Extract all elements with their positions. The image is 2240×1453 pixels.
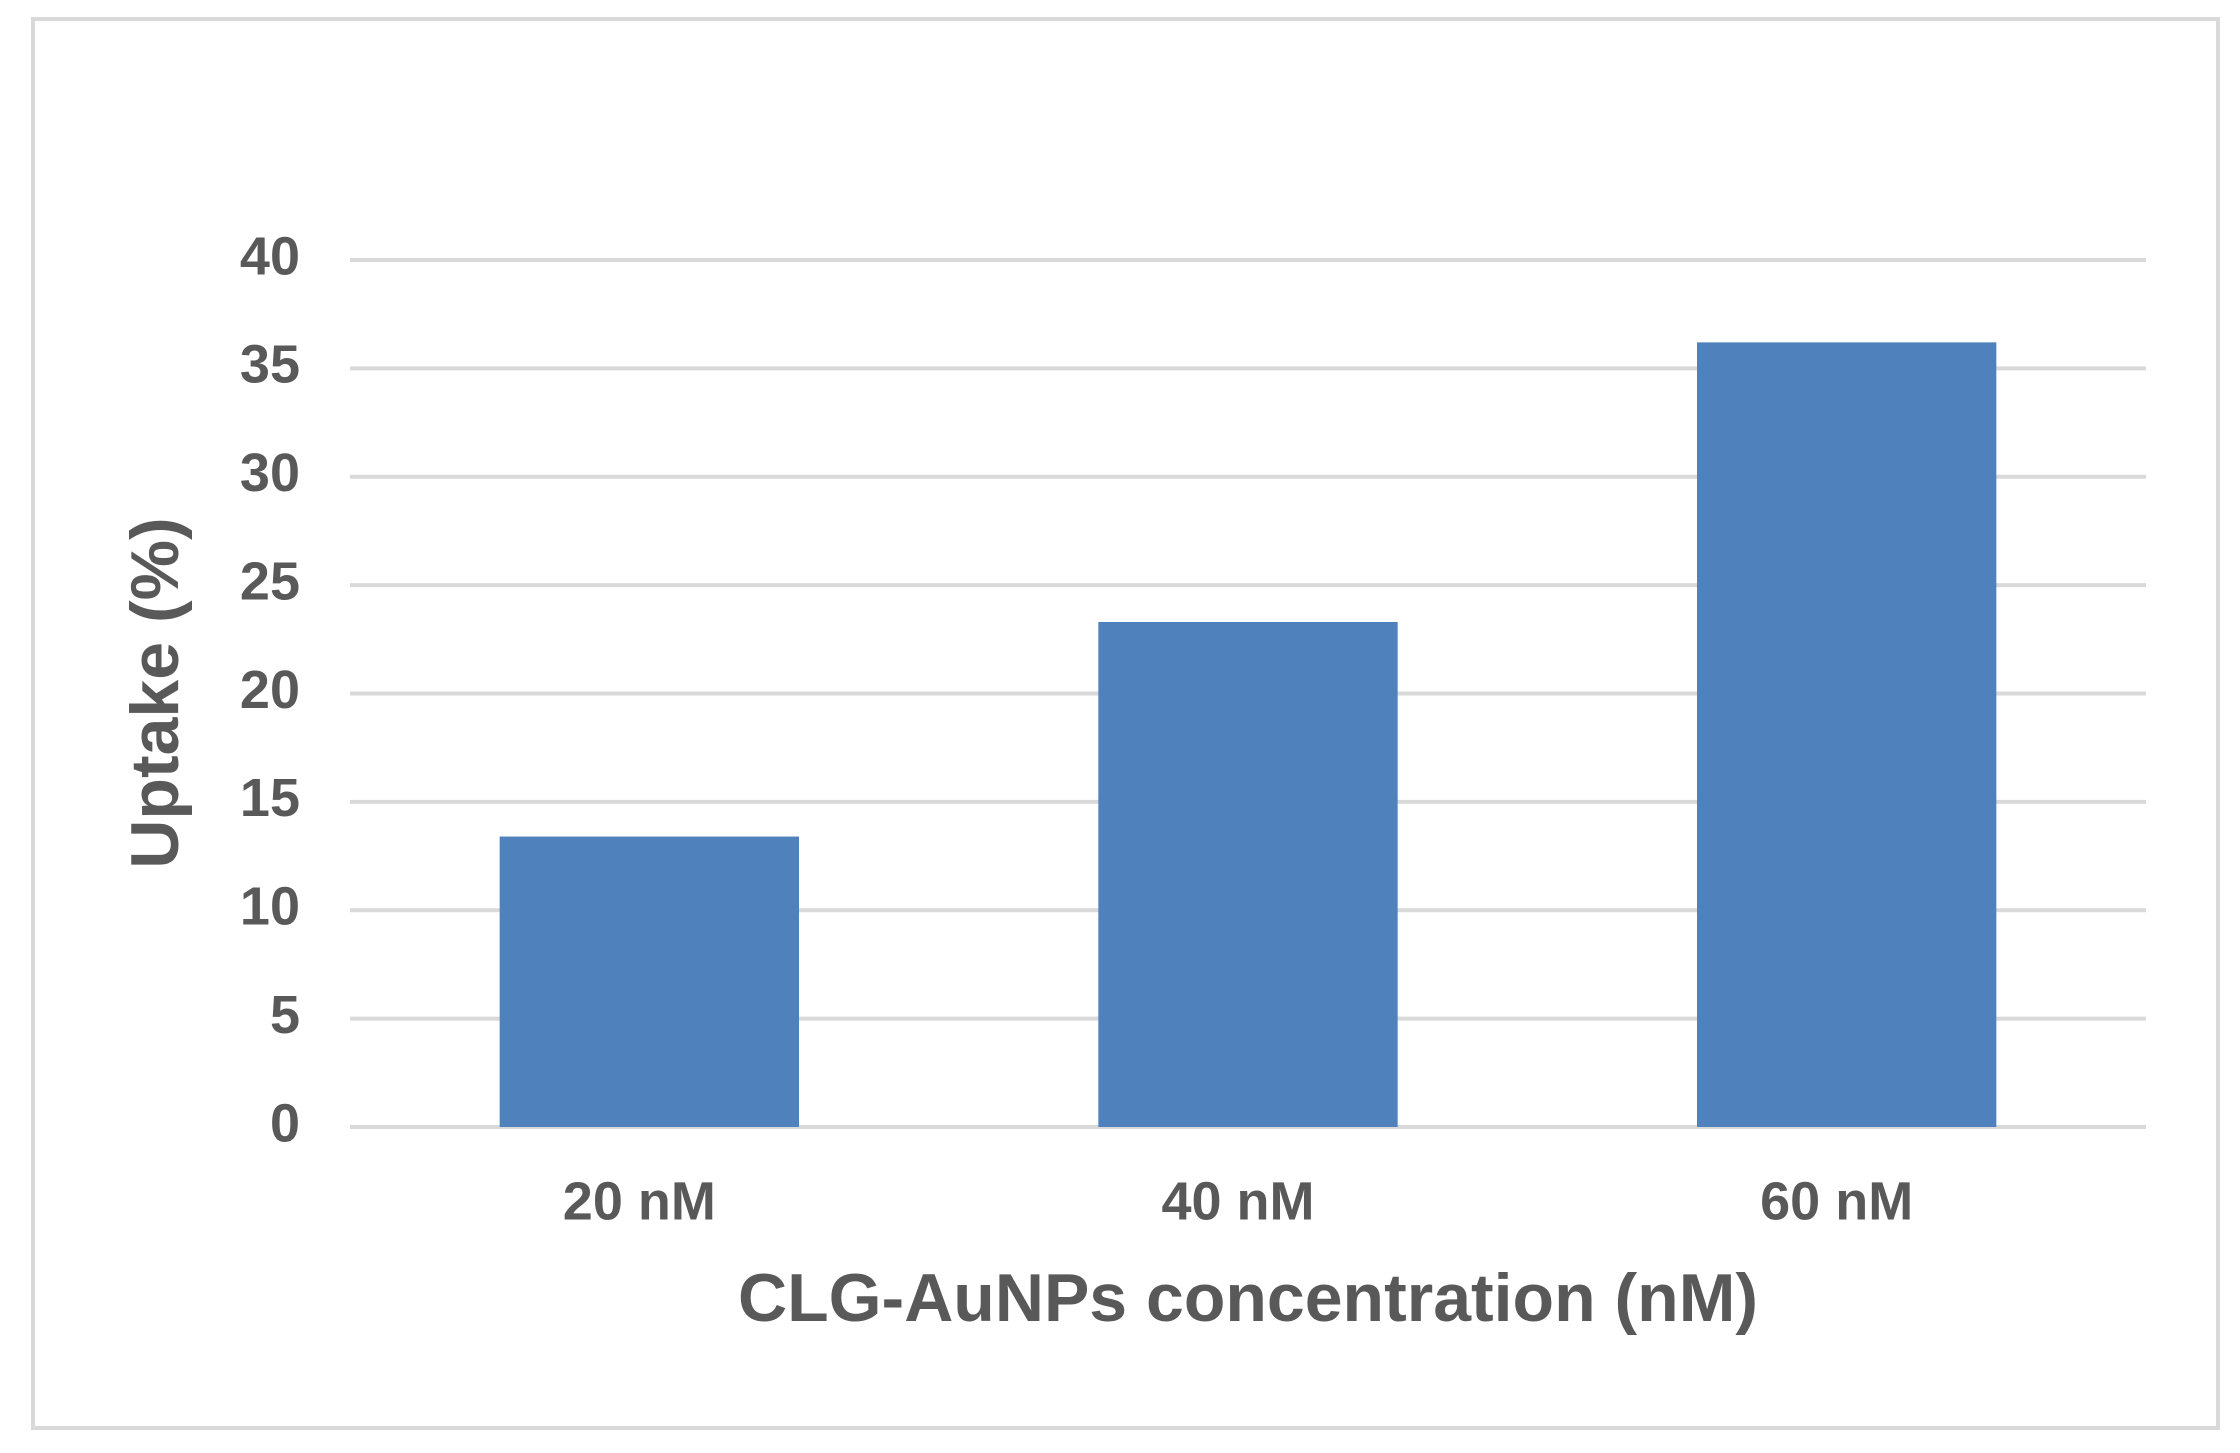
y-axis-title: Uptake (%) [117, 517, 193, 868]
y-tick-label: 0 [270, 1093, 300, 1153]
y-tick-label: 30 [240, 443, 300, 503]
bar [499, 836, 799, 1127]
bar [1098, 621, 1398, 1127]
bar [1697, 342, 1997, 1127]
x-tick-label: 60 nM [1760, 1171, 1913, 1231]
x-tick-label: 20 nM [563, 1171, 716, 1231]
y-tick-label: 10 [240, 877, 300, 937]
y-tick-label: 40 [240, 226, 300, 286]
y-tick-label: 35 [240, 335, 300, 395]
x-tick-label: 40 nM [1161, 1171, 1314, 1231]
y-tick-label: 5 [270, 985, 300, 1045]
y-tick-label: 25 [240, 551, 300, 611]
x-axis-title: CLG-AuNPs concentration (nM) [738, 1260, 1758, 1336]
y-tick-label: 20 [240, 660, 300, 720]
y-tick-label: 15 [240, 768, 300, 828]
